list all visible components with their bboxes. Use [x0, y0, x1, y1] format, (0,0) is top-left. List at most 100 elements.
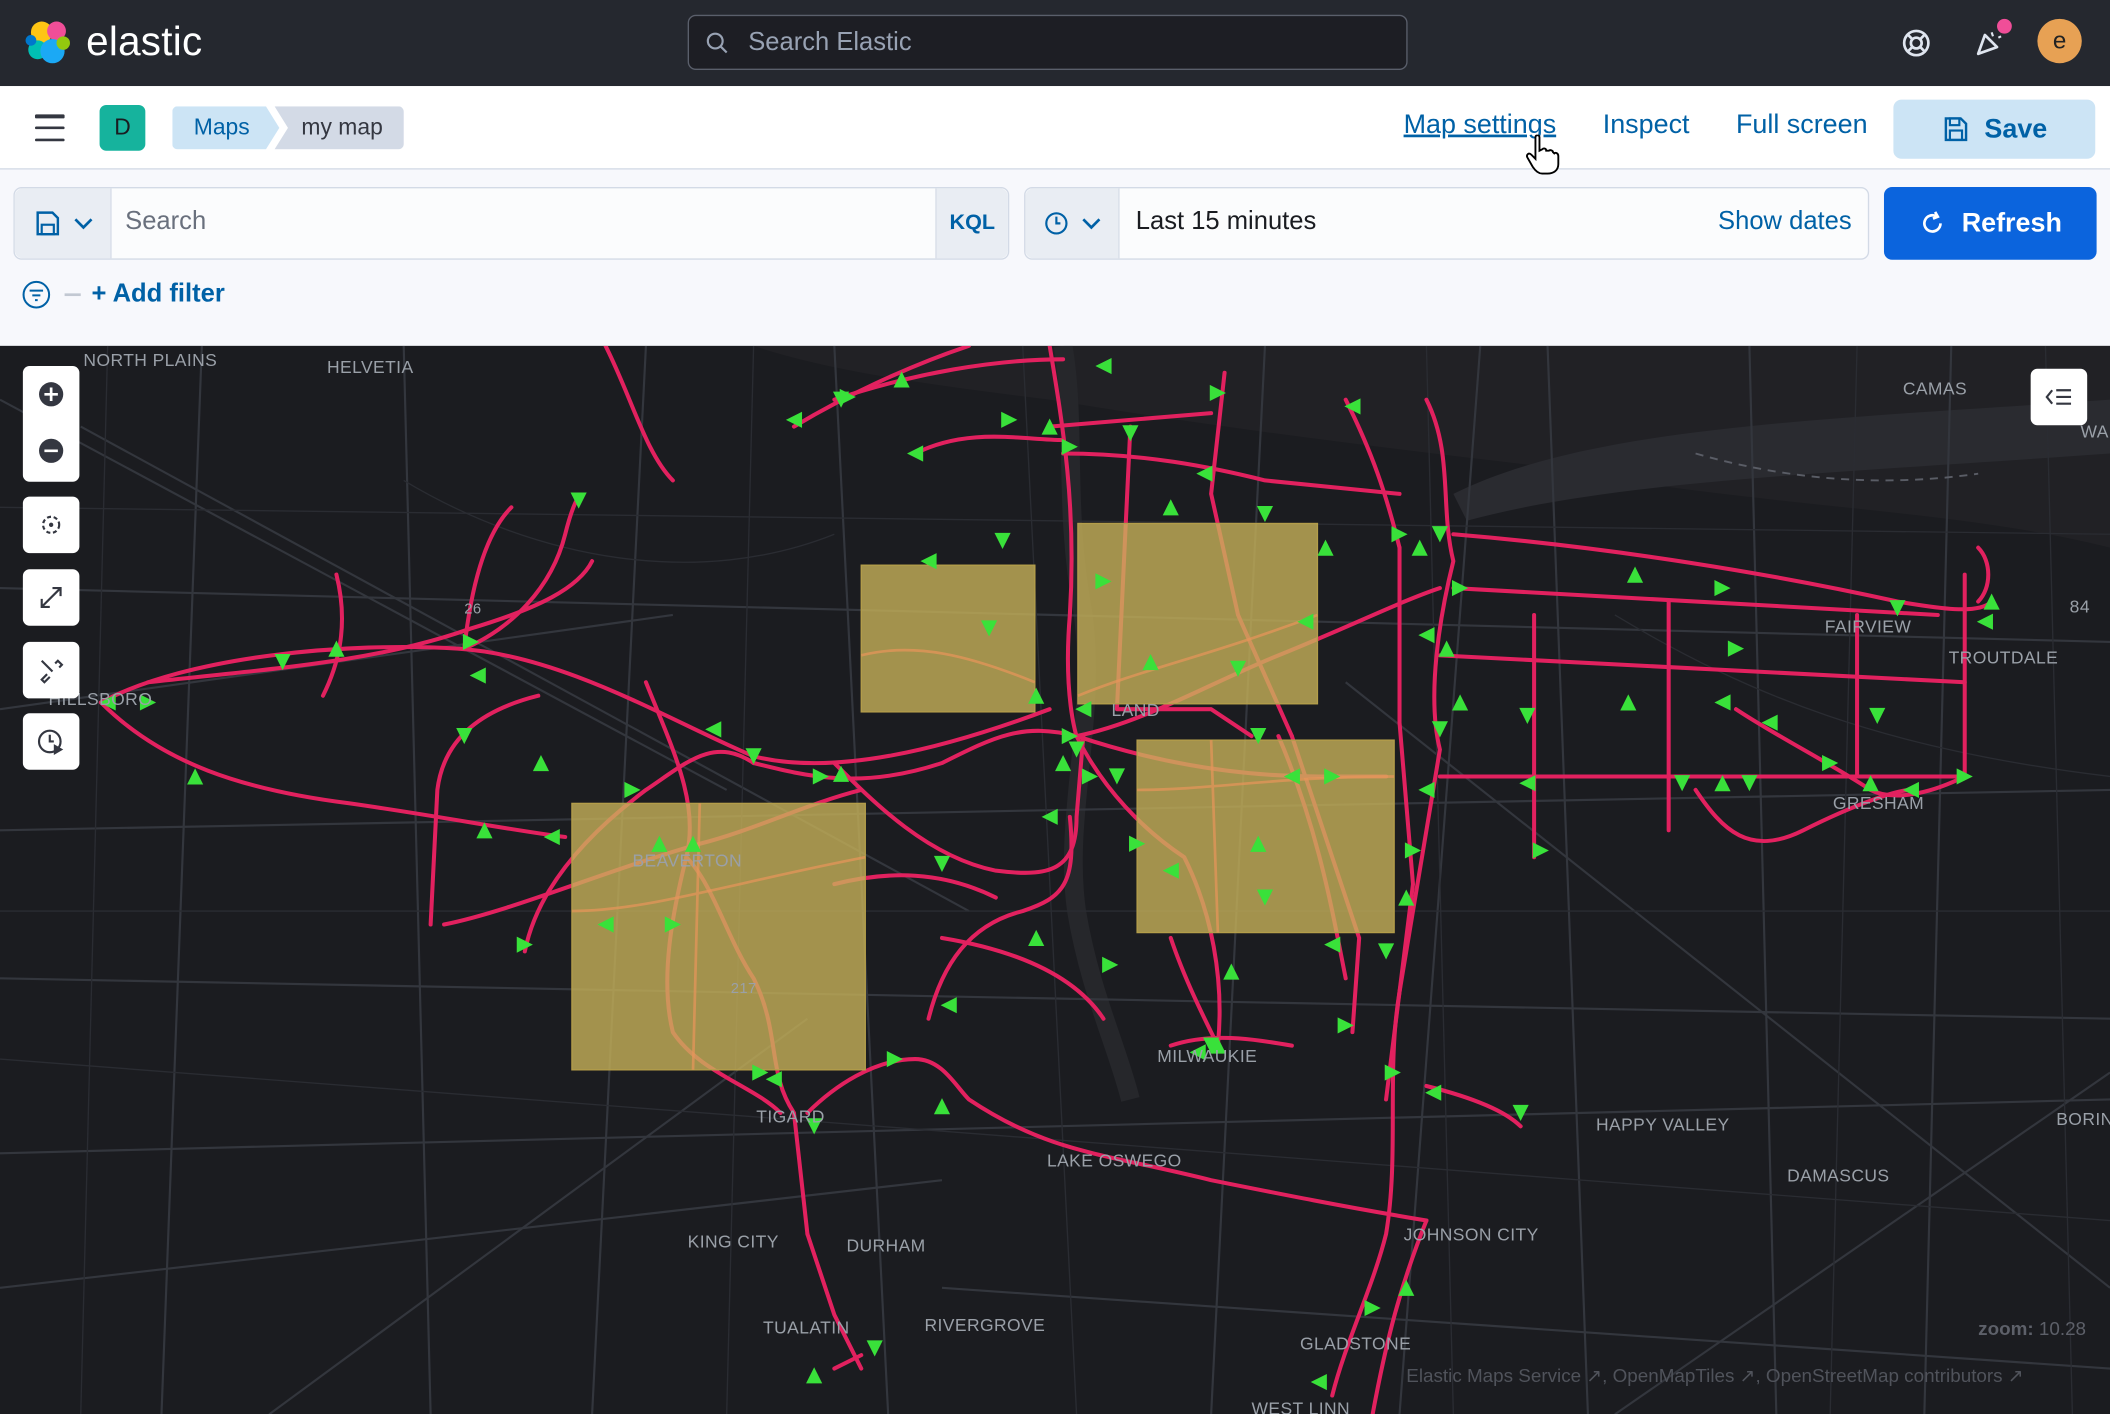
vehicle-marker[interactable]	[1626, 566, 1644, 583]
vehicle-marker[interactable]	[1041, 418, 1058, 435]
vehicle-marker[interactable]	[933, 855, 951, 873]
map-settings-link[interactable]: Map settings	[1403, 110, 1557, 140]
show-dates-button[interactable]: Show dates	[1718, 207, 1852, 236]
vehicle-marker[interactable]	[664, 916, 681, 933]
vehicle-marker[interactable]	[1061, 728, 1078, 745]
vehicle-marker[interactable]	[1620, 694, 1637, 711]
vehicle-marker[interactable]	[1081, 768, 1099, 785]
vehicle-marker[interactable]	[1001, 411, 1018, 428]
vehicle-marker[interactable]	[624, 781, 641, 799]
vehicle-marker[interactable]	[1250, 835, 1267, 852]
vehicle-marker[interactable]	[1869, 707, 1886, 724]
timeslider-button[interactable]	[22, 713, 80, 770]
vehicle-marker[interactable]	[1431, 526, 1448, 543]
vehicle-marker[interactable]	[832, 765, 850, 782]
vehicle-marker[interactable]	[1452, 694, 1469, 711]
vehicle-marker[interactable]	[1075, 701, 1092, 718]
vehicle-marker[interactable]	[785, 411, 803, 428]
vehicle-marker[interactable]	[907, 445, 924, 462]
vehicle-marker[interactable]	[806, 1118, 823, 1135]
time-range-label[interactable]: Last 15 minutes	[1135, 207, 1317, 236]
vehicle-marker[interactable]	[1761, 714, 1778, 731]
vehicle-marker[interactable]	[274, 654, 291, 671]
vehicle-marker[interactable]	[1976, 613, 1993, 630]
vehicle-marker[interactable]	[1741, 775, 1758, 792]
filter-icon[interactable]	[22, 280, 52, 310]
vehicle-marker[interactable]	[866, 1340, 883, 1357]
vehicle-marker[interactable]	[1209, 1037, 1226, 1054]
vehicle-marker[interactable]	[1095, 573, 1112, 590]
vehicle-marker[interactable]	[893, 371, 910, 388]
vehicle-marker[interactable]	[705, 721, 722, 738]
add-filter-button[interactable]: + Add filter	[91, 279, 225, 309]
vehicle-marker[interactable]	[1822, 754, 1839, 772]
vehicle-marker[interactable]	[1256, 505, 1274, 523]
attribution-link[interactable]: OpenStreetMap contributors	[1765, 1364, 2003, 1387]
vehicle-marker[interactable]	[933, 1098, 951, 1115]
vehicle-marker[interactable]	[1189, 1044, 1206, 1061]
vehicle-marker[interactable]	[1102, 956, 1119, 973]
vehicle-marker[interactable]	[1162, 862, 1179, 879]
vehicle-marker[interactable]	[651, 835, 668, 852]
vehicle-marker[interactable]	[1095, 357, 1112, 375]
vehicle-marker[interactable]	[139, 694, 157, 711]
vehicle-marker[interactable]	[1324, 768, 1341, 785]
vehicle-marker[interactable]	[1317, 539, 1334, 556]
vehicle-marker[interactable]	[684, 835, 702, 852]
vehicle-marker[interactable]	[1068, 741, 1085, 758]
vehicle-marker[interactable]	[1398, 889, 1415, 906]
vehicle-marker[interactable]	[1028, 929, 1045, 947]
vehicle-marker[interactable]	[920, 553, 937, 570]
attribution-link[interactable]: Elastic Maps Service	[1406, 1364, 1582, 1387]
vehicle-marker[interactable]	[1250, 728, 1267, 745]
vehicle-marker[interactable]	[1229, 660, 1247, 677]
vehicle-marker[interactable]	[1418, 627, 1435, 644]
vehicle-marker[interactable]	[570, 492, 587, 509]
saved-query-button[interactable]	[14, 188, 112, 259]
vehicle-marker[interactable]	[1142, 654, 1159, 671]
inspect-link[interactable]: Inspect	[1602, 110, 1690, 140]
vehicle-marker[interactable]	[1889, 600, 1906, 617]
set-view-button[interactable]	[22, 496, 80, 554]
vehicle-marker[interactable]	[1310, 1373, 1327, 1391]
refresh-button[interactable]: Refresh	[1883, 187, 2097, 260]
attribution-link[interactable]: OpenMapTiles	[1612, 1364, 1735, 1387]
vehicle-marker[interactable]	[1404, 842, 1422, 859]
vehicle-marker[interactable]	[1209, 384, 1226, 402]
vehicle-marker[interactable]	[1297, 613, 1314, 630]
vehicle-marker[interactable]	[1256, 889, 1274, 906]
vehicle-marker[interactable]	[532, 754, 550, 772]
vehicle-marker[interactable]	[1344, 398, 1361, 415]
vehicle-marker[interactable]	[516, 936, 533, 953]
vehicle-marker[interactable]	[1983, 593, 2000, 610]
vehicle-marker[interactable]	[765, 1071, 782, 1088]
vehicle-marker[interactable]	[1902, 781, 1919, 799]
map-canvas[interactable]: NORTH PLAINS HELVETIA CAMAS WA 84 FAIRVI…	[0, 345, 2110, 1414]
vehicle-marker[interactable]	[1162, 499, 1179, 516]
vehicle-marker[interactable]	[1714, 694, 1731, 711]
vehicle-marker[interactable]	[1519, 775, 1536, 792]
hamburger-menu-button[interactable]	[30, 110, 70, 145]
news-feed-icon[interactable]	[1967, 22, 2010, 65]
vehicle-marker[interactable]	[1196, 465, 1213, 482]
vehicle-marker[interactable]	[1324, 936, 1341, 953]
vehicle-marker[interactable]	[1337, 1017, 1354, 1034]
help-icon[interactable]	[1895, 22, 1938, 65]
space-avatar[interactable]: D	[99, 104, 146, 151]
vehicle-marker[interactable]	[462, 633, 480, 650]
vehicle-marker[interactable]	[940, 997, 957, 1014]
vehicle-marker[interactable]	[1674, 775, 1691, 792]
vehicle-marker[interactable]	[994, 532, 1011, 550]
vehicle-marker[interactable]	[456, 728, 473, 745]
vehicle-marker[interactable]	[1055, 754, 1072, 772]
layer-control-button[interactable]	[2030, 368, 2088, 426]
vehicle-marker[interactable]	[1438, 640, 1455, 657]
vehicle-marker[interactable]	[1398, 1279, 1415, 1296]
vehicle-marker[interactable]	[1028, 687, 1045, 704]
vehicle-marker[interactable]	[1041, 808, 1058, 825]
vehicle-marker[interactable]	[1411, 539, 1428, 556]
breadcrumb-maps[interactable]: Maps	[172, 106, 279, 149]
vehicle-marker[interactable]	[1425, 1084, 1442, 1101]
vehicle-marker[interactable]	[1283, 768, 1300, 785]
vehicle-marker[interactable]	[1714, 775, 1731, 792]
